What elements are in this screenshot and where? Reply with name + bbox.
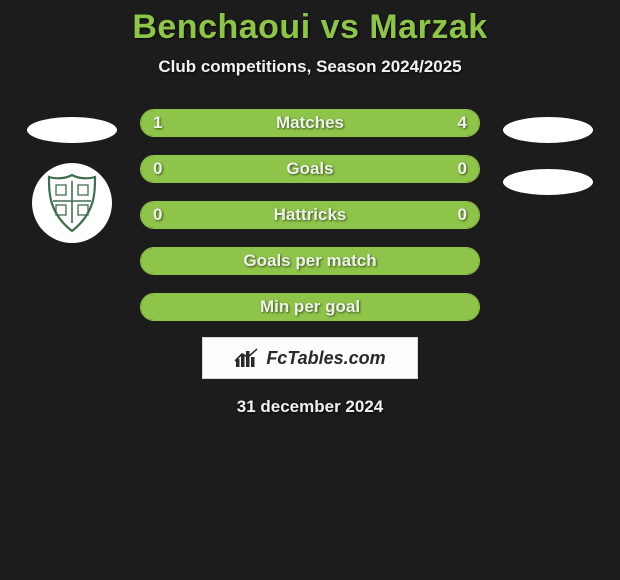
left-team-badge — [32, 163, 112, 243]
stat-bar: Min per goal — [140, 293, 480, 321]
right-player-ellipse-1 — [503, 117, 593, 143]
comparison-card: Benchaoui vs Marzak Club competitions, S… — [0, 0, 620, 417]
page-title: Benchaoui vs Marzak — [0, 8, 620, 47]
stat-bar: 00Hattricks — [140, 201, 480, 229]
bar-label: Goals per match — [141, 248, 479, 274]
left-player-ellipse — [27, 117, 117, 143]
shield-icon — [45, 173, 99, 233]
stat-bar: Goals per match — [140, 247, 480, 275]
snapshot-date: 31 december 2024 — [0, 397, 620, 417]
watermark-text: FcTables.com — [266, 348, 385, 369]
bar-label: Hattricks — [141, 202, 479, 228]
bar-label: Min per goal — [141, 294, 479, 320]
bar-label: Goals — [141, 156, 479, 182]
stat-bar: 14Matches — [140, 109, 480, 137]
left-column — [22, 109, 122, 243]
right-player-ellipse-2 — [503, 169, 593, 195]
bars-icon — [234, 347, 260, 369]
stats-bars: 14Matches 00Goals 00Hattricks Goals per mat… — [140, 109, 480, 321]
stat-bar: 00Goals — [140, 155, 480, 183]
watermark-badge: FcTables.com — [202, 337, 418, 379]
right-column — [498, 109, 598, 195]
content-row: 14Matches 00Goals 00Hattricks Goals per mat… — [0, 109, 620, 321]
page-subtitle: Club competitions, Season 2024/2025 — [0, 57, 620, 77]
bar-label: Matches — [141, 110, 479, 136]
